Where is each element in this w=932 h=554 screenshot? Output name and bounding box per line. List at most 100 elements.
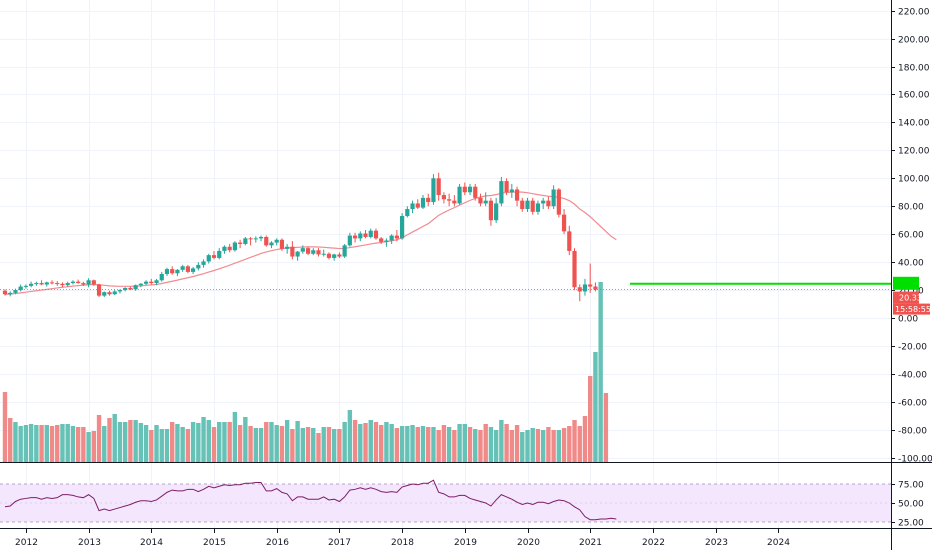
volume-bar	[483, 424, 488, 462]
volume-bar	[347, 410, 353, 462]
time-tick-label: 2024	[767, 538, 790, 548]
volume-bar	[446, 427, 452, 462]
volume-bar	[154, 425, 159, 462]
volume-bar	[18, 426, 23, 462]
volume-bar	[175, 424, 180, 462]
candle-body	[588, 284, 593, 287]
candle-body	[23, 285, 28, 287]
price-tick-label: 80.00	[898, 203, 924, 213]
candle-body	[462, 186, 467, 193]
time-tick-label: 2017	[328, 538, 351, 548]
rsi-line	[4, 479, 617, 521]
candle-body	[13, 290, 18, 293]
candle-body	[159, 273, 164, 281]
volume-bar	[582, 416, 588, 462]
volume-bar	[96, 415, 102, 462]
candle-body	[426, 197, 431, 203]
candle-body	[384, 240, 389, 242]
candle-body	[551, 189, 556, 207]
candle-body	[305, 248, 311, 254]
candle-body	[410, 203, 415, 210]
candle-body	[102, 292, 107, 296]
volume-bar	[23, 425, 29, 462]
candle-body	[530, 200, 535, 212]
candle-body	[561, 214, 567, 232]
candle-body	[420, 197, 426, 208]
candle-body	[170, 269, 175, 274]
candle-body	[436, 178, 441, 196]
candle-body	[81, 283, 86, 285]
volume-bar	[379, 425, 384, 462]
volume-bars	[2, 282, 609, 462]
candle-body	[264, 236, 269, 246]
candle-body	[572, 250, 577, 288]
green-level-tag-bg	[893, 276, 919, 290]
time-tick-label: 2023	[705, 538, 728, 548]
candle-body	[29, 283, 34, 286]
candle-body	[535, 203, 541, 212]
candle-body	[400, 216, 405, 239]
candle-body	[363, 233, 368, 237]
rsi-pane	[0, 479, 891, 523]
volume-bar	[415, 427, 420, 462]
time-tick-label: 2018	[391, 538, 414, 548]
volume-bar	[269, 422, 274, 462]
countdown-tag-bg	[893, 303, 930, 315]
candle-body	[441, 195, 446, 200]
candle-body	[49, 282, 55, 284]
candle-body	[133, 285, 138, 290]
candle-body	[196, 264, 201, 269]
volume-bar	[467, 427, 473, 462]
candle-body	[232, 242, 237, 251]
price-candles	[2, 172, 617, 302]
candle-body	[488, 200, 494, 221]
volume-bar	[65, 424, 70, 462]
candle-body	[217, 250, 222, 258]
volume-bar	[358, 424, 363, 462]
volume-bar	[243, 417, 248, 462]
candle-body	[447, 199, 452, 201]
volume-bar	[588, 376, 593, 462]
candle-body	[149, 281, 154, 284]
candle-body	[494, 203, 499, 221]
volume-bar	[577, 426, 582, 462]
time-axis-ticks: 2012 2013 2014 2015 2016 2017 2018 2019 2020 2021…	[15, 528, 790, 548]
candle-body	[112, 291, 117, 295]
volume-bar	[39, 425, 44, 462]
volume-bar	[441, 425, 447, 462]
volume-bar	[290, 429, 295, 462]
candle-body	[525, 200, 530, 210]
volume-bar	[546, 427, 551, 462]
volume-bar	[504, 424, 509, 462]
volume-bar	[420, 426, 426, 462]
time-tick-label: 2020	[517, 538, 540, 548]
volume-bar	[373, 422, 379, 462]
volume-bar	[133, 420, 138, 462]
volume-bar	[311, 428, 316, 462]
candle-body	[483, 200, 488, 204]
volume-bar	[603, 393, 609, 462]
candle-body	[415, 203, 420, 208]
price-axis-ticks: 220.00 200.00 180.00 160.00 140.00 120.00 100.…	[891, 8, 932, 465]
candle-body	[107, 292, 112, 295]
volume-bar	[452, 430, 457, 462]
volume-bar	[593, 352, 598, 462]
candle-body	[191, 268, 196, 272]
volume-bar	[462, 424, 467, 462]
candle-body	[18, 286, 23, 291]
price-tick-label: 180.00	[898, 64, 930, 74]
candle-body	[582, 284, 588, 292]
price-tick-label: 0.00	[898, 315, 918, 325]
rsi-tick-label: 75.00	[898, 481, 924, 491]
volume-bar	[493, 430, 499, 462]
volume-bar	[384, 422, 389, 462]
candle-body	[222, 246, 227, 251]
candle-body	[567, 231, 572, 251]
volume-bar	[180, 427, 185, 462]
volume-bar	[211, 427, 217, 462]
candle-body	[389, 235, 394, 241]
candle-body	[342, 245, 347, 257]
time-tick-label: 2016	[266, 538, 289, 548]
